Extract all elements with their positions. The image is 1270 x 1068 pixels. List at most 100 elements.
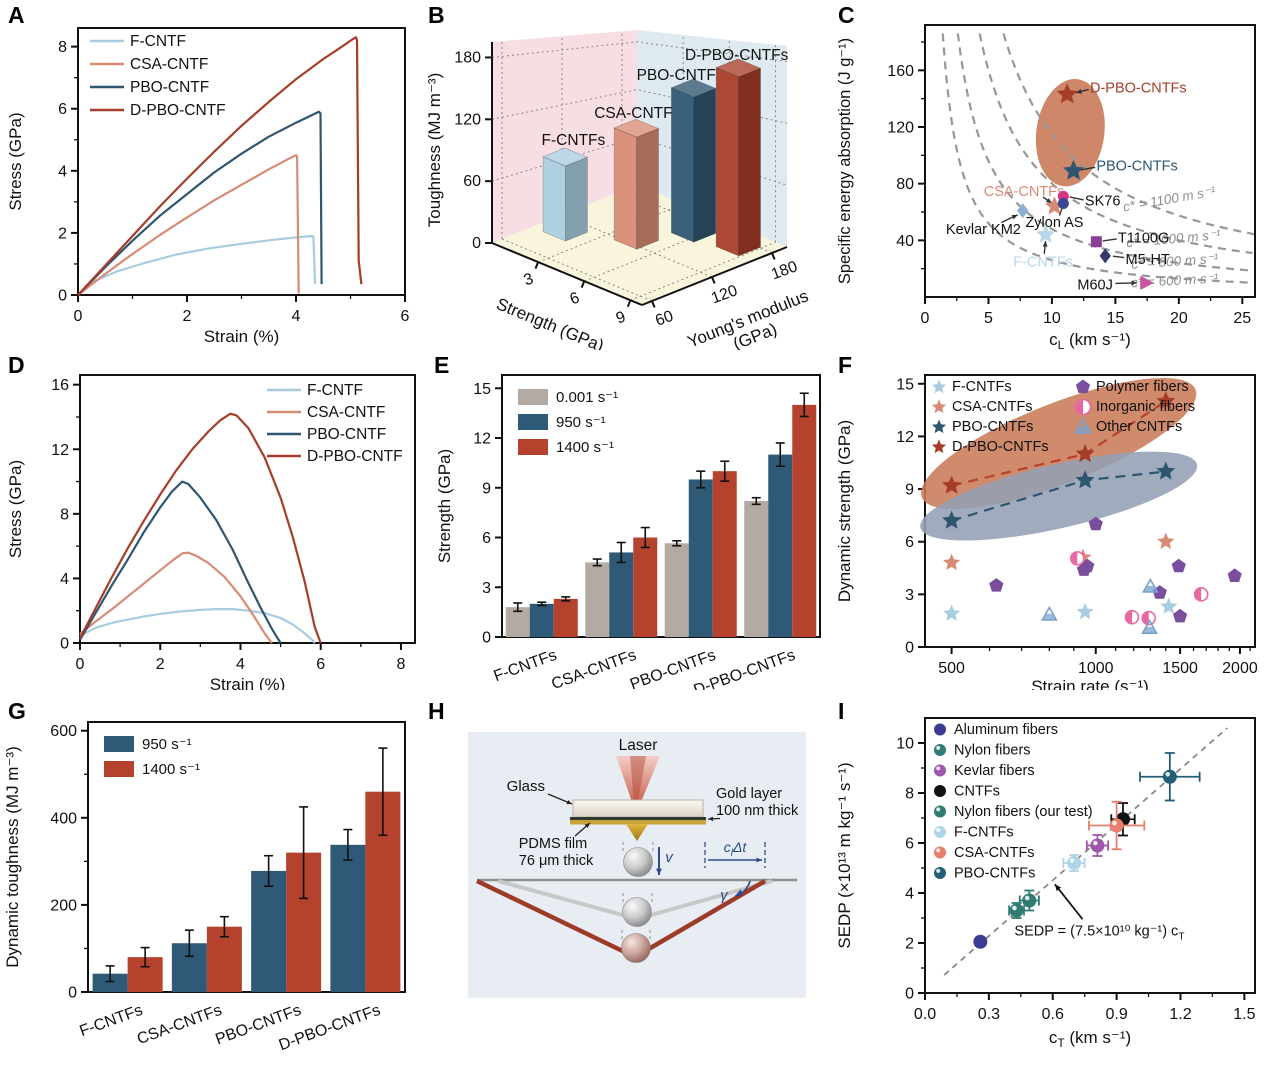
svg-text:F-CNTF: F-CNTF bbox=[130, 33, 186, 50]
svg-text:Dynamic toughness (MJ m⁻³): Dynamic toughness (MJ m⁻³) bbox=[3, 746, 22, 968]
svg-text:1.2: 1.2 bbox=[1169, 1006, 1191, 1023]
svg-text:8: 8 bbox=[905, 786, 914, 803]
svg-text:c* = 800 m s⁻¹: c* = 800 m s⁻¹ bbox=[1131, 251, 1219, 272]
svg-text:12: 12 bbox=[473, 431, 491, 448]
svg-text:Nylon fibers (our test): Nylon fibers (our test) bbox=[954, 804, 1093, 820]
svg-text:cL (km s⁻¹): cL (km s⁻¹) bbox=[1049, 330, 1131, 350]
svg-text:PBO-CNTFs: PBO-CNTFs bbox=[952, 419, 1033, 435]
svg-text:CSA-CNTF: CSA-CNTF bbox=[130, 56, 208, 73]
svg-text:Zylon AS: Zylon AS bbox=[1025, 215, 1083, 231]
chart-C-energy-absorption-scatter: c* = 1100 m s⁻¹c* = 1000 m s⁻¹c* = 800 m… bbox=[836, 24, 1256, 350]
chart-B-toughness-3d-bars: 0 60 120 180 3 6 9 60 120 180 Toughness (MJ m⁻³) St… bbox=[425, 30, 811, 350]
svg-text:M60J: M60J bbox=[1077, 277, 1112, 293]
svg-text:0: 0 bbox=[60, 636, 69, 653]
svg-text:60: 60 bbox=[653, 308, 676, 330]
panel-label-C: C bbox=[838, 2, 855, 28]
svg-text:80: 80 bbox=[896, 176, 914, 193]
svg-text:Dynamic strength (GPa): Dynamic strength (GPa) bbox=[835, 420, 854, 602]
svg-text:0.9: 0.9 bbox=[1105, 1006, 1127, 1023]
svg-text:PDMS film: PDMS film bbox=[519, 836, 587, 852]
panel-label-E: E bbox=[434, 352, 450, 378]
svg-text:9: 9 bbox=[482, 480, 491, 497]
svg-text:CSA-CNTFs: CSA-CNTFs bbox=[984, 184, 1065, 200]
svg-text:CNTFs: CNTFs bbox=[954, 784, 1000, 800]
svg-text:PBO-CNTF: PBO-CNTF bbox=[130, 79, 209, 96]
panel-G: G 0 200 400 600 F-CNTFs CSA-CNTFs PBO-CNTFs D-P… bbox=[0, 690, 420, 1068]
svg-text:Laser: Laser bbox=[619, 737, 658, 754]
svg-text:Toughness (MJ m⁻³): Toughness (MJ m⁻³) bbox=[425, 73, 444, 227]
svg-text:1400 s⁻¹: 1400 s⁻¹ bbox=[556, 439, 614, 456]
svg-text:PBO-CNTF: PBO-CNTF bbox=[307, 426, 386, 443]
svg-text:Stress (GPa): Stress (GPa) bbox=[6, 460, 25, 558]
svg-text:CSA-CNTFs: CSA-CNTFs bbox=[135, 1002, 224, 1048]
svg-text:1500: 1500 bbox=[1162, 660, 1198, 677]
chart-A-quasistatic-stress-strain: 0 2 4 6 0 2 4 6 8 Strain (%) Stress (GPa) F-CNTF CSA… bbox=[6, 27, 410, 346]
pdms-blister bbox=[626, 824, 648, 841]
svg-text:0: 0 bbox=[58, 288, 67, 305]
svg-text:400: 400 bbox=[50, 810, 77, 827]
panel-label-B: B bbox=[428, 2, 445, 28]
svg-text:12: 12 bbox=[51, 442, 69, 459]
svg-text:4: 4 bbox=[292, 308, 301, 325]
svg-text:60: 60 bbox=[463, 173, 481, 190]
svg-text:8: 8 bbox=[60, 506, 69, 523]
svg-text:Kevlar KM2: Kevlar KM2 bbox=[946, 222, 1021, 238]
svg-text:6: 6 bbox=[568, 289, 582, 308]
svg-text:120: 120 bbox=[887, 120, 914, 137]
svg-text:D-PBO-CNTFs: D-PBO-CNTFs bbox=[1090, 80, 1187, 96]
gold-layer bbox=[570, 817, 706, 820]
svg-text:Specific energy absorption (J: Specific energy absorption (J g⁻¹) bbox=[836, 38, 854, 284]
glass-slab bbox=[572, 799, 704, 818]
svg-text:2: 2 bbox=[58, 225, 67, 242]
panel-I: I 0.0 0.3 0.6 0.9 1.2 1.5 0 2 4 6 8 10 SEDP = (7.5×1… bbox=[830, 690, 1270, 1068]
svg-text:2: 2 bbox=[183, 308, 192, 325]
svg-text:SEDP = (7.5×10¹⁰ kg⁻¹) cT: SEDP = (7.5×10¹⁰ kg⁻¹) cT bbox=[1014, 924, 1184, 943]
svg-text:0: 0 bbox=[905, 640, 914, 657]
svg-text:cT (km s⁻¹): cT (km s⁻¹) bbox=[1049, 1028, 1131, 1050]
svg-text:c* = 600 m s⁻¹: c* = 600 m s⁻¹ bbox=[1131, 271, 1219, 291]
svg-text:γ: γ bbox=[720, 887, 729, 904]
svg-text:120: 120 bbox=[709, 282, 740, 307]
svg-text:10: 10 bbox=[1043, 310, 1061, 327]
svg-text:10: 10 bbox=[896, 736, 914, 753]
panel-B: B 0 60 120 180 3 6 9 60 120 180 Toughness (MJ m⁻³)… bbox=[420, 0, 830, 350]
chart-G-dynamic-toughness-bars: 0200400600F-CNTFsCSA-CNTFsPBO-CNTFsD-PBO… bbox=[3, 721, 406, 1054]
panel-D: D 0 2 4 6 8 0 4 8 12 16 Strain (%) Stress (GPa) F-CN… bbox=[0, 350, 430, 690]
svg-text:Strain (%): Strain (%) bbox=[204, 327, 280, 346]
svg-text:PBO-CNTFs: PBO-CNTFs bbox=[954, 866, 1035, 882]
chart-F-dynamic-strength-scatter: 500 1000 1500 2000 0 3 6 9 12 15 F-CNTFs CSA-CNTFs P… bbox=[835, 374, 1258, 690]
svg-text:Strength (GPa): Strength (GPa) bbox=[494, 294, 607, 350]
svg-text:Strain rate (s⁻¹): Strain rate (s⁻¹) bbox=[1031, 677, 1149, 690]
svg-text:c* = 1100 m s⁻¹: c* = 1100 m s⁻¹ bbox=[1122, 183, 1217, 214]
svg-text:4: 4 bbox=[236, 656, 245, 673]
svg-text:v: v bbox=[665, 849, 674, 866]
svg-text:16: 16 bbox=[51, 377, 69, 394]
svg-text:8: 8 bbox=[397, 656, 406, 673]
svg-text:0: 0 bbox=[472, 235, 481, 252]
svg-text:5: 5 bbox=[984, 310, 993, 327]
panel-F: F 500 1000 1500 2000 0 3 6 9 12 15 F-CNTFs CSA-CNTF… bbox=[830, 350, 1270, 690]
svg-text:0: 0 bbox=[921, 310, 930, 327]
svg-text:Nylon fibers: Nylon fibers bbox=[954, 743, 1031, 759]
svg-text:Kevlar fibers: Kevlar fibers bbox=[954, 763, 1035, 779]
panel-label-D: D bbox=[8, 352, 25, 378]
svg-text:M5-HT: M5-HT bbox=[1126, 252, 1170, 268]
svg-text:0.3: 0.3 bbox=[978, 1006, 1000, 1023]
svg-text:CSA-CNTFs: CSA-CNTFs bbox=[954, 845, 1035, 861]
svg-text:SEDP (×10¹³ m kg⁻¹ s⁻¹): SEDP (×10¹³ m kg⁻¹ s⁻¹) bbox=[835, 762, 854, 948]
panel-label-F: F bbox=[838, 352, 853, 378]
svg-text:20: 20 bbox=[1170, 310, 1188, 327]
svg-text:12: 12 bbox=[896, 429, 914, 446]
svg-text:clΔt: clΔt bbox=[724, 839, 748, 859]
panel-label-H: H bbox=[428, 698, 445, 724]
svg-text:CSA-CNTFs: CSA-CNTFs bbox=[594, 105, 680, 122]
svg-text:F-CNTFs: F-CNTFs bbox=[952, 379, 1012, 395]
svg-text:3: 3 bbox=[522, 270, 536, 289]
svg-text:Inorganic fibers: Inorganic fibers bbox=[1096, 399, 1195, 415]
panel-label-G: G bbox=[8, 698, 26, 724]
panel-label-A: A bbox=[8, 2, 25, 28]
svg-text:6: 6 bbox=[401, 308, 410, 325]
svg-text:2000: 2000 bbox=[1222, 660, 1258, 677]
svg-text:120: 120 bbox=[454, 111, 481, 128]
